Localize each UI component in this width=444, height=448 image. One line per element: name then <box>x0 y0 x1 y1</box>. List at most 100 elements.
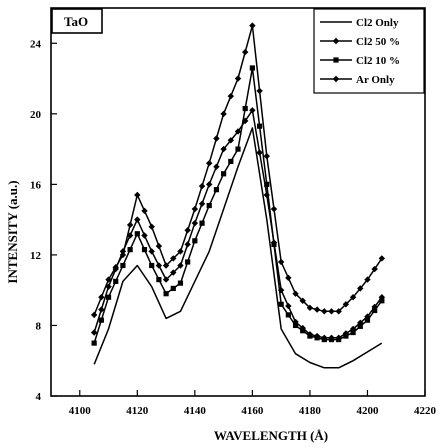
x-tick-label: 4100 <box>69 405 92 417</box>
data-point <box>292 290 299 297</box>
data-point <box>192 238 198 244</box>
data-point <box>91 340 97 346</box>
data-point <box>321 336 327 343</box>
data-point <box>263 152 270 160</box>
data-point <box>234 75 242 82</box>
data-point <box>177 280 184 286</box>
data-point <box>141 232 148 239</box>
data-point <box>241 48 249 56</box>
data-point <box>220 110 227 118</box>
y-tick-label: 12 <box>30 250 42 262</box>
sample-tag-box <box>51 8 103 34</box>
data-point <box>141 207 148 215</box>
data-point <box>227 137 235 144</box>
data-point <box>185 259 191 265</box>
series-4 <box>90 22 386 319</box>
data-point <box>256 87 263 95</box>
data-point <box>98 306 105 313</box>
data-point <box>332 37 340 45</box>
data-point <box>313 306 321 313</box>
legend-item: Ar Only <box>320 74 395 86</box>
data-point <box>213 135 220 142</box>
data-point <box>300 328 306 334</box>
data-point <box>213 187 220 193</box>
data-point <box>134 216 141 223</box>
data-point <box>191 219 199 227</box>
data-point <box>328 336 335 343</box>
data-point <box>332 75 340 83</box>
data-point <box>234 128 242 135</box>
data-point <box>264 181 270 187</box>
series-line <box>93 127 383 369</box>
data-point <box>336 336 342 343</box>
data-point <box>155 262 163 269</box>
x-tick-label: 4120 <box>126 405 149 417</box>
sample-tag: TaO <box>64 14 88 29</box>
data-point <box>227 92 235 100</box>
data-point <box>342 301 350 308</box>
data-point <box>105 294 112 300</box>
data-point <box>349 294 357 301</box>
legend-item: Cl2 10 % <box>320 55 400 67</box>
data-point <box>285 302 292 310</box>
data-point <box>198 200 206 207</box>
x-axis-label: WAVELENGTH (Å) <box>214 428 328 443</box>
data-point <box>333 57 339 63</box>
data-point <box>271 241 277 247</box>
data-point <box>228 158 234 165</box>
data-point <box>285 312 291 318</box>
series-line <box>93 109 383 339</box>
data-point <box>126 232 134 239</box>
data-point <box>299 297 306 304</box>
y-tick-label: 8 <box>36 320 42 332</box>
data-point <box>112 264 119 271</box>
data-point <box>126 221 134 229</box>
data-point <box>213 163 220 170</box>
series-2 <box>90 107 386 341</box>
data-point <box>278 301 284 307</box>
data-point <box>277 258 285 266</box>
data-point <box>249 65 255 71</box>
data-point <box>256 149 263 156</box>
data-point <box>177 248 184 255</box>
data-point <box>199 220 205 226</box>
legend-label: Ar Only <box>356 74 395 86</box>
data-point <box>90 311 98 319</box>
data-point <box>127 247 133 253</box>
x-tick-label: 4200 <box>356 405 379 417</box>
series-3 <box>91 65 385 346</box>
x-tick-label: 4180 <box>299 405 322 417</box>
y-tick-label: 20 <box>30 109 42 121</box>
data-point <box>371 265 378 273</box>
data-point <box>220 145 227 153</box>
plot-frame <box>50 7 426 397</box>
data-point <box>378 255 386 262</box>
data-point <box>119 251 127 259</box>
data-point <box>364 317 371 323</box>
x-tick-label: 4160 <box>241 405 264 417</box>
data-point <box>155 242 163 250</box>
data-point <box>350 329 356 336</box>
data-point <box>113 278 119 284</box>
data-point <box>170 285 176 292</box>
data-point <box>206 181 213 188</box>
data-point <box>270 205 278 213</box>
data-point <box>314 335 320 341</box>
data-point <box>98 294 105 301</box>
legend-label: Cl2 10 % <box>356 55 400 67</box>
legend: Cl2 Only Cl2 50 % Cl2 10 % Ar Only <box>320 17 400 86</box>
data-point <box>156 277 162 283</box>
y-tick-label: 4 <box>36 391 42 403</box>
data-point <box>256 123 263 129</box>
data-point <box>184 227 191 234</box>
legend-item: Cl2 Only <box>320 17 399 29</box>
data-point <box>191 205 199 213</box>
data-point <box>170 255 177 262</box>
data-point <box>321 308 328 315</box>
data-point <box>149 262 155 269</box>
data-point <box>120 262 126 269</box>
y-tick-label: 24 <box>30 38 42 50</box>
y-tick-label: 16 <box>30 179 42 191</box>
series-layer <box>90 22 386 369</box>
